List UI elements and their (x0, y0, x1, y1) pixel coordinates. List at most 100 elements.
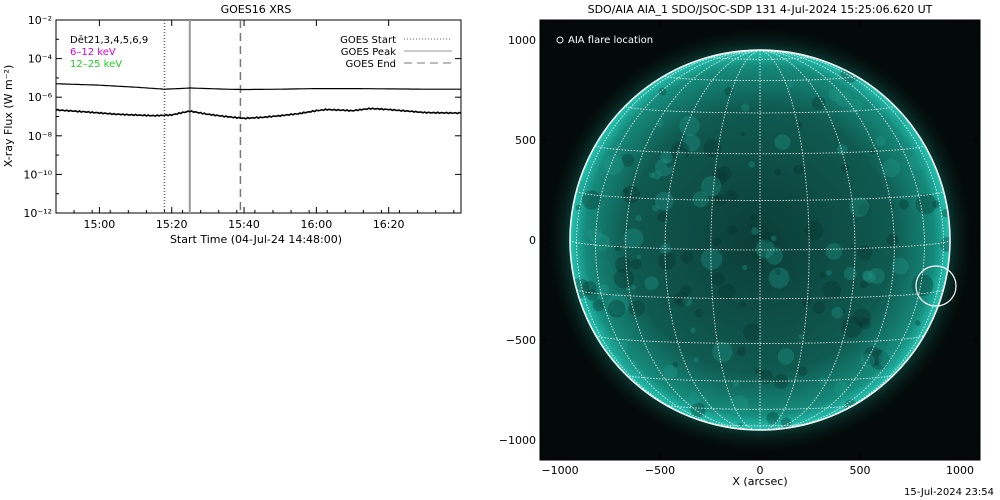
solar-texture-patch (727, 225, 738, 236)
flare-legend-text: AIA flare location (568, 35, 653, 46)
solar-texture-patch (748, 161, 756, 168)
aia-image-plot: SDO/AIA AIA_1 SDO/JSOC-SDP 131 4-Jul-202… (499, 3, 981, 488)
goes-xlabel: Start Time (04-Jul-24 14:48:00) (170, 233, 342, 246)
solar-texture-patch (700, 176, 722, 197)
solar-texture-patch (614, 245, 622, 252)
solar-texture-patch (774, 168, 782, 176)
grid-longitude-line (576, 49, 761, 427)
solar-texture-patch (766, 420, 776, 429)
solar-texture-patch (834, 381, 849, 396)
solar-texture-patch (899, 199, 910, 210)
goes-xtick-label: 16:20 (373, 218, 405, 231)
solar-texture-patch (677, 298, 682, 303)
goes-ytick-label: 10⁻⁶ (28, 91, 53, 104)
solar-texture-patch (592, 299, 605, 312)
goes-ytick-label: 10⁻⁸ (28, 130, 53, 143)
solar-texture-patch (666, 162, 673, 168)
grid-longitude-line (759, 49, 810, 431)
aia-ticks: −1000 −1000 −500 −500 0 0 500 500 1000 1000 (499, 20, 980, 477)
solar-texture-patch (712, 237, 722, 247)
goes-ticks: 15:00 15:20 15:40 16:00 16:20 10⁻¹² 10⁻¹⁰ 10⁻⁸ 1… (23, 14, 461, 231)
solar-texture-patch (680, 284, 692, 297)
solar-texture-patch (586, 288, 599, 301)
solar-texture-patch (628, 300, 645, 317)
solar-texture-patch (848, 98, 863, 113)
aia-ytick-label: 500 (515, 134, 536, 147)
solar-texture-patch (868, 267, 885, 285)
goes-xtick-label: 15:20 (156, 218, 188, 231)
solar-texture-patch (812, 301, 826, 314)
solar-texture-patch (849, 197, 870, 218)
goes-event-lines (163, 20, 242, 213)
solar-texture-patch (682, 134, 701, 152)
solar-texture-patch (863, 270, 876, 284)
solar-texture-patch (724, 86, 734, 96)
solar-texture-patch (630, 284, 637, 290)
solar-texture-patch (575, 204, 582, 211)
solar-texture-patch (652, 170, 662, 180)
solar-texture-patch (615, 256, 632, 273)
solar-texture-patch (729, 395, 749, 415)
goes-series-group (55, 83, 462, 120)
solar-texture-patch (742, 265, 748, 271)
solar-texture-patch (891, 257, 909, 275)
solar-texture-patch (703, 139, 722, 158)
solar-texture-patch (780, 417, 792, 429)
solar-texture-patch (768, 267, 790, 289)
aia-ytick-label: −500 (506, 334, 536, 347)
solar-texture-patch (835, 90, 852, 107)
solar-texture-patch (676, 150, 686, 161)
solar-texture-patch (603, 154, 624, 175)
solar-texture-patch (587, 227, 602, 242)
solar-texture-patch (840, 163, 850, 173)
solar-texture-patch (610, 338, 628, 357)
footer-timestamp: 15-Jul-2024 23:54 (903, 487, 994, 498)
solar-texture-patch (661, 86, 670, 95)
aia-ytick-label: 1000 (508, 34, 536, 47)
solar-texture-patch (690, 327, 696, 333)
solar-texture-patch (748, 224, 753, 229)
solar-texture-patch (625, 287, 631, 292)
solar-texture-patch (775, 269, 781, 275)
solar-texture-patch (858, 203, 870, 216)
solar-texture-patch (648, 172, 655, 179)
solar-texture-patch (623, 228, 644, 249)
solar-texture-patch (660, 151, 673, 164)
goes-legend-right-label: GOES Start (340, 35, 396, 46)
solar-texture-patch (712, 341, 733, 363)
solar-texture-patch (797, 366, 808, 377)
goes-title: GOES16 XRS (221, 3, 292, 16)
goes-xtick-label: 15:40 (228, 218, 260, 231)
goes-legend-right-label: GOES End (346, 59, 396, 70)
flare-legend-symbol (556, 36, 564, 44)
solar-texture-patch (861, 270, 873, 281)
solar-texture-patch (773, 373, 789, 389)
solar-texture-patch (750, 214, 757, 222)
solar-texture-patch (850, 244, 857, 252)
grid-latitude-line (710, 56, 810, 60)
solar-texture-patch (793, 164, 804, 175)
solar-texture-patch (711, 272, 725, 286)
solar-texture-patch (818, 376, 827, 386)
solar-texture-patch (770, 235, 777, 242)
aia-xtick-label: −1000 (541, 464, 578, 477)
solar-texture-patch (801, 297, 811, 307)
solar-texture-patch (692, 191, 709, 208)
solar-texture-patch (607, 299, 626, 318)
solar-texture-patch (607, 293, 629, 315)
solar-texture-patch (713, 196, 720, 202)
aia-xtick-label: −500 (645, 464, 675, 477)
solar-texture-patch (738, 422, 743, 427)
grid-longitude-line (759, 49, 944, 427)
solar-texture-patch (736, 346, 747, 357)
solar-texture-patch (766, 411, 779, 425)
solar-texture-patch (882, 159, 901, 178)
solar-texture-patch (875, 136, 886, 147)
solar-texture-patch (655, 191, 674, 211)
solar-texture-patch (940, 236, 950, 253)
solar-texture-patch (599, 284, 610, 295)
solar-texture-patch (858, 317, 871, 330)
solar-texture-patch (622, 187, 629, 194)
solar-texture-patch (743, 323, 761, 341)
solar-texture-patch (670, 141, 690, 161)
